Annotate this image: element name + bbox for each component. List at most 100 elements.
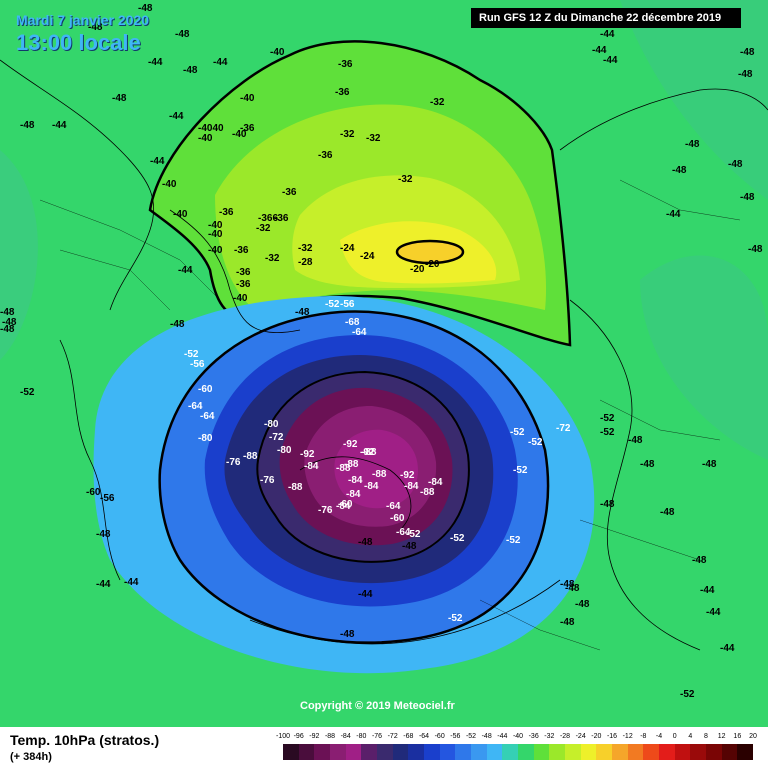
contour-label: -40 (232, 129, 247, 140)
contour-label: -92 (360, 447, 375, 458)
edge-zone (640, 255, 768, 460)
contour-label: -56 (100, 493, 115, 504)
contour-label: -64 (352, 327, 367, 338)
contour-label: -48 (20, 120, 35, 131)
copyright: Copyright © 2019 Meteociel.fr (300, 700, 455, 712)
contour-label: -48 (138, 3, 153, 14)
contour-label: -48 (340, 629, 355, 640)
contour-label: -40 (208, 229, 223, 240)
contour-label: -88 (344, 459, 359, 470)
contour-label: -366 (258, 213, 279, 224)
scale-swatch (721, 744, 738, 760)
contour-label: -48 (295, 307, 310, 318)
map-title: Temp. 10hPa (stratos.) (10, 732, 160, 748)
scale-swatch (518, 744, 534, 760)
scale-swatch (314, 744, 331, 760)
contour-label: -44 (213, 57, 228, 68)
forecast-time: 13:00 locale (16, 30, 141, 55)
contour-label: -68 (345, 317, 360, 328)
contour-label: -76 (226, 457, 241, 468)
temperature-map: -48 -48 -48 -44 -48 -48 -44 -44 -40 -40 -44 -48 -44-… (0, 0, 768, 727)
contour-label: -36 (274, 213, 289, 224)
scale-tick-label: -64 (418, 733, 430, 740)
contour-label: -44 (706, 607, 721, 618)
contour-label: -48 (660, 507, 675, 518)
scale-tick-label: 0 (672, 733, 677, 740)
contour-label: -44 (720, 643, 735, 654)
contour-label: -36 (219, 207, 234, 218)
contour-label: -84 (346, 489, 361, 500)
warm-region-peak (395, 239, 465, 265)
contour-label: -60 (338, 499, 353, 510)
scale-tick-label: -52 (465, 733, 477, 740)
contour-label: -80 (198, 433, 213, 444)
contour-label: -88 (243, 451, 258, 462)
scale-swatch (298, 744, 315, 760)
scale-swatch (565, 744, 581, 760)
forecast-date: Mardi 7 janvier 2020 (16, 12, 150, 28)
scale-swatch (486, 744, 503, 760)
contour-label: -32 (265, 253, 280, 264)
contour-label: -52 (448, 613, 463, 624)
contour-label: -44 (169, 111, 184, 122)
contour-label: -48 (2, 317, 17, 328)
contour-label: -44 (603, 55, 618, 66)
scale-tick-label: -20 (591, 733, 602, 740)
contour-label: -48 (640, 459, 655, 470)
contour-label: -44 (592, 45, 607, 56)
contour-label: -40 (162, 179, 177, 190)
contour-label: -24 (340, 243, 355, 254)
contour-label: -48 (560, 617, 575, 628)
contour-label: -52 (510, 427, 525, 438)
contour-label: -36 (234, 245, 249, 256)
contour-label: -40 (240, 93, 255, 104)
contour-label: -24 (360, 251, 375, 262)
contour-label: -80 (277, 445, 292, 456)
contour-label: -36 (236, 267, 251, 278)
contour-label: -40 (208, 245, 223, 256)
contour-label: -48 (175, 29, 190, 40)
edge-zone (0, 150, 38, 360)
contour-label: -60 (198, 384, 213, 395)
contour-label: -28 (298, 257, 313, 268)
contour-label: -84 (304, 461, 319, 472)
scale-tick-label: -28 (559, 733, 571, 740)
contour-label: -20 (425, 259, 440, 270)
contour-label: -32 (298, 243, 313, 254)
contour-label: -44 (700, 585, 715, 596)
scale-swatch (502, 744, 519, 760)
contour-label: -56 (340, 299, 355, 310)
contour-label: -48 (112, 93, 127, 104)
scale-tick-label: -80 (356, 733, 367, 740)
contour-label: -48 (685, 139, 700, 150)
contour-label: -64 (188, 401, 203, 412)
scale-swatch (659, 744, 675, 760)
color-scale: -100 -96 -92 -88 -84 -80 -76 -72 -68 -64 -60 -56 -52… (276, 730, 757, 764)
scale-swatch (330, 744, 346, 760)
borders (39, 179, 741, 651)
contour-label: -52 (20, 387, 35, 398)
contour-label: -36 (282, 187, 297, 198)
contour-label: -48 (88, 22, 103, 33)
contour-label: -52 (325, 299, 340, 310)
contour-label: -92 (343, 439, 358, 450)
scale-swatch (283, 744, 299, 760)
contour-label: -64 (386, 501, 401, 512)
contour-label: -80 (264, 419, 279, 430)
scale-tick-label: -48 (481, 733, 492, 740)
scale-tick-label: -44 (497, 733, 508, 740)
contour-label: -36 (318, 150, 333, 161)
scale-swatch (424, 744, 440, 760)
contour-label: -36 (236, 279, 251, 290)
contour-label: -32 (366, 133, 381, 144)
contour-label: -44 (358, 589, 373, 600)
contour-label: -52 (450, 533, 465, 544)
scale-swatch (533, 744, 550, 760)
scale-swatch (627, 744, 644, 760)
contour-label: -52 (600, 427, 615, 438)
contour-label: -92 (400, 470, 415, 481)
scale-tick-label: -100 (275, 733, 291, 740)
scale-tick-label: -92 (309, 733, 320, 740)
scale-tick-label: 20 (749, 733, 757, 740)
contour-label: -84 (336, 501, 351, 512)
